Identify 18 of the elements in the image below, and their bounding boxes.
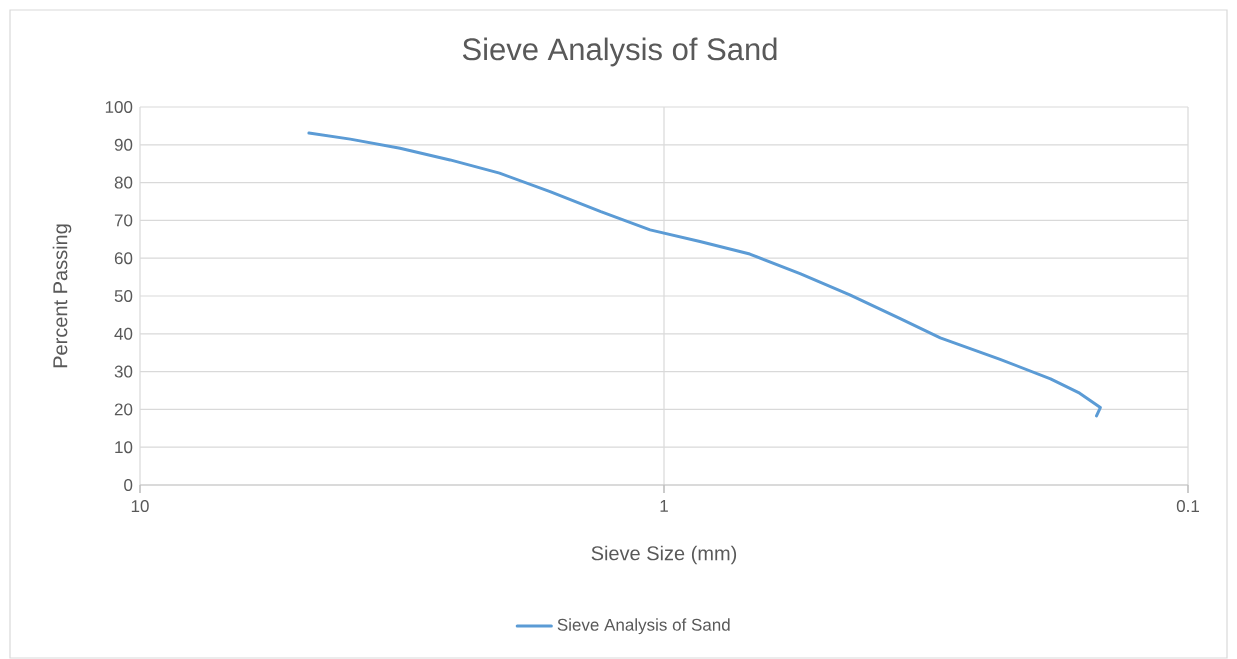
y-axis-title: Percent Passing: [52, 224, 72, 368]
y-tick-label: 0: [124, 479, 133, 492]
chart-title: Sieve Analysis of Sand: [462, 37, 777, 67]
legend-label: Sieve Analysis of Sand: [557, 618, 730, 635]
x-tick-label: 10: [131, 500, 149, 513]
x-tick-label: 1: [660, 500, 668, 512]
y-tick-label: 100: [105, 100, 133, 114]
y-tick-label: 40: [114, 327, 133, 340]
y-tick-label: 50: [114, 289, 133, 303]
x-tick-label: 0.1: [1176, 500, 1199, 513]
y-tick-label: 10: [115, 441, 133, 454]
y-tick-label: 70: [114, 214, 133, 227]
y-tick-label: 60: [114, 252, 133, 265]
y-tick-label: 20: [114, 403, 133, 416]
y-tick-label: 30: [114, 365, 133, 378]
y-tick-label: 80: [114, 176, 133, 189]
x-axis-title: Sieve Size (mm): [591, 545, 737, 565]
y-tick-label: 90: [114, 138, 133, 151]
